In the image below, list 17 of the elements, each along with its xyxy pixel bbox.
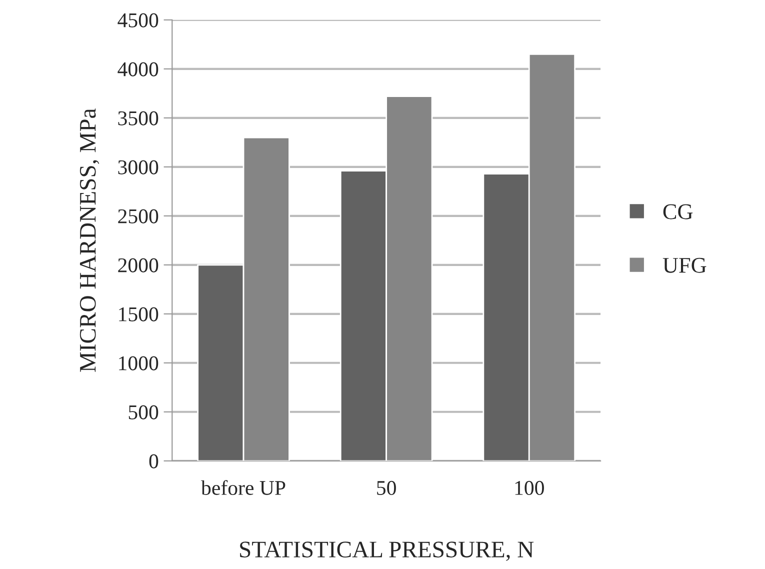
y-tick-label: 0 [149, 454, 158, 468]
legend-label: CG [663, 204, 693, 220]
y-axis-title: MICRO HARDNESS, MPa [80, 108, 100, 372]
x-tick-label: before UP [201, 480, 286, 495]
y-tick-label: 1500 [119, 307, 158, 322]
y-tick-label: 2000 [118, 258, 158, 272]
legend-label: UFG [662, 258, 706, 273]
y-tick-label: 1000 [119, 356, 158, 370]
x-axis-title: STATISTICAL PRESSURE, N [240, 542, 534, 561]
x-tick-label: 100 [515, 480, 544, 495]
y-tick-label: 3000 [118, 160, 158, 174]
y-tick-label: 500 [128, 405, 158, 420]
y-tick-label: 3500 [118, 111, 158, 126]
y-tick-label: 4000 [118, 62, 158, 76]
y-tick-label: 4500 [118, 13, 158, 28]
y-tick-label: 2500 [118, 209, 158, 224]
x-tick-label: 50 [377, 480, 396, 495]
